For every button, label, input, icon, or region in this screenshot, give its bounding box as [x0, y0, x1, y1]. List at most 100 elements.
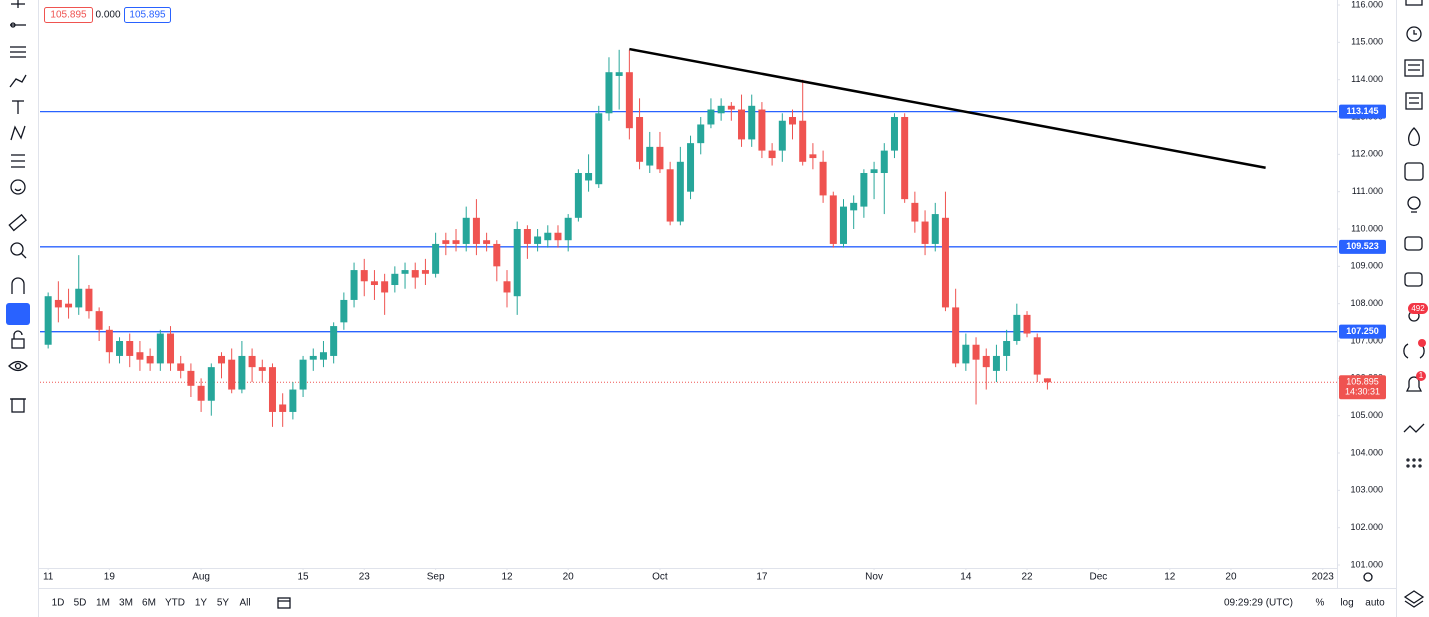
candle-body	[717, 105, 725, 114]
x-tick-label: 15	[298, 572, 310, 583]
candle-body	[921, 221, 929, 244]
range-button[interactable]: 1D	[52, 598, 65, 609]
candle-body	[585, 173, 593, 181]
candle-body	[554, 232, 562, 241]
candle-body	[319, 352, 327, 360]
scale-button[interactable]: auto	[1365, 598, 1385, 609]
last-price-label: 105.895	[1346, 377, 1379, 387]
candle-body	[432, 243, 440, 274]
candle-body	[1043, 378, 1051, 383]
more-button[interactable]	[1406, 458, 1422, 468]
stay-drawing-tool[interactable]	[6, 303, 30, 325]
y-tick-label: 107.000	[1350, 335, 1383, 345]
ruler-tool[interactable]	[8, 213, 27, 232]
price-label-bg	[1339, 324, 1386, 339]
range-button[interactable]: All	[239, 598, 250, 609]
lock-tool[interactable]	[11, 330, 25, 349]
text-tool[interactable]	[12, 100, 24, 114]
list-button[interactable]	[1405, 92, 1423, 110]
layers-button[interactable]	[1403, 590, 1425, 608]
y-tick-label: 111.000	[1352, 186, 1383, 196]
candle-body	[350, 270, 358, 300]
candle-body	[931, 214, 939, 244]
candle-body	[462, 217, 470, 244]
x-tick-label: 12	[501, 572, 513, 583]
candle-body	[197, 385, 205, 401]
price-label-bg	[1339, 239, 1386, 254]
signals-button[interactable]	[1403, 423, 1425, 433]
candle-body	[605, 72, 613, 114]
calendar-button[interactable]	[1404, 162, 1424, 181]
candle-body	[238, 355, 246, 390]
pattern-tool[interactable]	[10, 125, 26, 141]
chat-button[interactable]	[1404, 236, 1423, 251]
candle-body	[493, 243, 501, 267]
watchlist-button[interactable]	[1405, 0, 1423, 6]
prediction-tool[interactable]	[11, 154, 25, 168]
range-button[interactable]: 5Y	[217, 598, 230, 609]
candle-body	[992, 355, 1000, 371]
candle-body	[44, 296, 52, 345]
date-range-button[interactable]	[277, 597, 291, 609]
crosshair-tool[interactable]	[11, 0, 25, 8]
visibility-tool[interactable]	[8, 360, 28, 372]
news-button[interactable]	[1404, 59, 1424, 77]
candle-body	[666, 169, 674, 222]
ask-box[interactable]	[124, 7, 171, 23]
last-price-bg	[1339, 375, 1386, 400]
delete-tool[interactable]	[10, 398, 26, 413]
badge-bg	[1416, 371, 1426, 381]
scale-button[interactable]: %	[1316, 598, 1325, 609]
messages-button[interactable]	[1404, 272, 1423, 287]
candle-body	[687, 143, 695, 192]
candle-body	[656, 146, 664, 170]
range-button[interactable]: 3M	[119, 598, 133, 609]
x-tick-label: 22	[1021, 572, 1033, 583]
bid-box[interactable]	[44, 7, 93, 23]
candle-body	[738, 109, 746, 140]
badge-bg	[1408, 303, 1428, 314]
candle-body	[411, 270, 419, 278]
x-tick-label: Aug	[192, 572, 210, 583]
candle-body	[850, 202, 858, 211]
hotlist-button[interactable]	[1408, 127, 1420, 147]
scale-button[interactable]: log	[1340, 598, 1353, 609]
candle-body	[880, 150, 888, 174]
price-label: 113.145	[1346, 106, 1378, 116]
candle-body	[829, 195, 837, 244]
zoom-tool[interactable]	[10, 242, 27, 259]
candle-body	[187, 370, 195, 386]
alerts-clock-button[interactable]	[1406, 26, 1422, 42]
range-button[interactable]: 6M	[142, 598, 156, 609]
magnet-tool[interactable]	[11, 277, 25, 294]
emoji-tool[interactable]	[10, 179, 26, 195]
settings-button[interactable]	[1363, 572, 1373, 582]
candle-body	[534, 236, 542, 244]
candle-body	[523, 229, 531, 244]
range-button[interactable]: 5D	[74, 598, 87, 609]
candle-body	[116, 341, 124, 356]
x-tick-label: Oct	[652, 572, 668, 583]
brush-tool[interactable]	[9, 74, 27, 88]
x-tick-label: 12	[1164, 572, 1176, 583]
notifications-button[interactable]	[1405, 376, 1423, 392]
y-tick-label: 105.000	[1350, 410, 1383, 420]
candle-body	[503, 281, 511, 293]
x-tick-label: 19	[104, 572, 116, 583]
price-label: 107.250	[1346, 326, 1379, 336]
range-button[interactable]: 1Y	[195, 598, 208, 609]
candle-body	[268, 367, 276, 412]
candle-body	[146, 355, 154, 364]
range-button[interactable]: YTD	[165, 598, 185, 609]
candle-body	[901, 117, 909, 200]
candle-body	[258, 367, 266, 371]
fib-tool[interactable]	[10, 46, 26, 58]
range-button[interactable]: 1M	[96, 598, 110, 609]
ideas-button[interactable]	[1407, 196, 1421, 213]
trend-line-tool[interactable]	[10, 22, 26, 28]
candle-body	[860, 173, 868, 207]
candle-body	[574, 173, 582, 218]
y-tick-label: 108.000	[1350, 298, 1383, 308]
y-tick-label: 104.000	[1350, 447, 1383, 457]
candle-body	[758, 109, 766, 151]
